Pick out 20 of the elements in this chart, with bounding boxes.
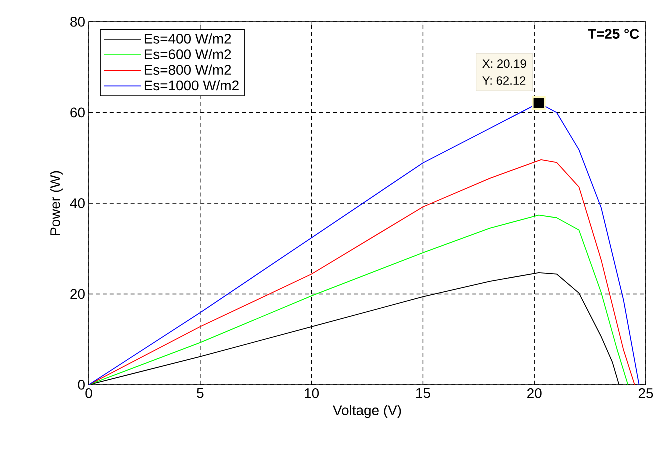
- annotation: T=25 °C: [588, 29, 640, 40]
- x-tick-label: 15: [416, 388, 430, 398]
- legend-label: Es=800 W/m2: [144, 64, 232, 76]
- y-tick-label: 40: [70, 198, 85, 208]
- x-tick-label: 0: [86, 388, 92, 398]
- legend-label: Es=600 W/m2: [144, 49, 232, 60]
- y-tick-label: 60: [70, 108, 85, 118]
- x-axis-title: Voltage (V): [333, 405, 402, 418]
- annotation: X: 20.19: [482, 60, 526, 68]
- x-tick-label: 20: [528, 388, 542, 398]
- x-tick-label: 10: [305, 388, 320, 398]
- y-tick-label: 80: [70, 17, 85, 27]
- x-tick-label: 25: [638, 388, 654, 398]
- legend-label: Es=1000 W/m2: [144, 80, 239, 91]
- y-tick-label: 0: [78, 380, 85, 390]
- y-tick-label: 20: [70, 289, 85, 300]
- legend-label: Es=400 W/m2: [144, 34, 232, 44]
- annotation: Y: 62.12: [482, 76, 526, 86]
- y-axis-title: Power (W): [50, 171, 64, 236]
- x-tick-label: 5: [197, 388, 204, 398]
